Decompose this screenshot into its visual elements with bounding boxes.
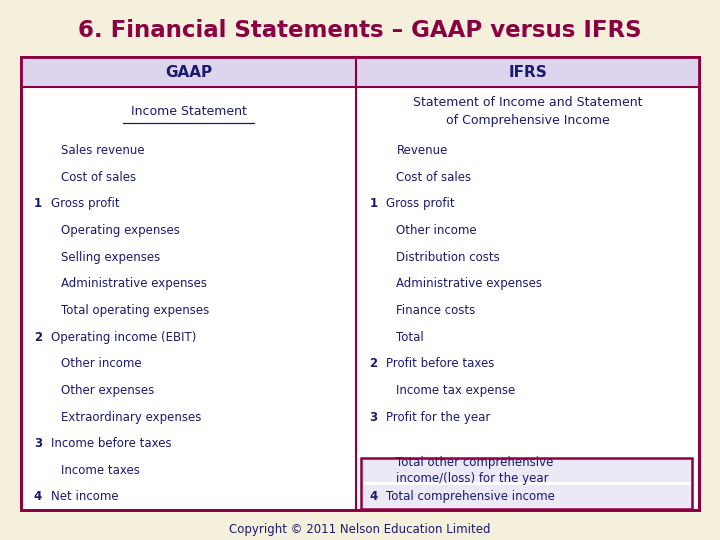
Text: 1: 1 — [369, 197, 377, 210]
Text: Net income: Net income — [50, 490, 118, 503]
Text: Operating expenses: Operating expenses — [60, 224, 179, 237]
Text: Administrative expenses: Administrative expenses — [60, 277, 207, 291]
Bar — [361, 458, 692, 509]
Text: Total other comprehensive
income/(loss) for the year: Total other comprehensive income/(loss) … — [397, 456, 554, 485]
Text: Operating income (EBIT): Operating income (EBIT) — [50, 330, 196, 343]
Text: 3: 3 — [369, 410, 377, 423]
Bar — [21, 57, 699, 510]
Text: Other income: Other income — [60, 357, 141, 370]
Text: Statement of Income and Statement
of Comprehensive Income: Statement of Income and Statement of Com… — [413, 96, 643, 126]
Text: Income tax expense: Income tax expense — [397, 384, 516, 397]
Text: 1: 1 — [34, 197, 42, 210]
Text: Other expenses: Other expenses — [60, 384, 154, 397]
Text: Extraordinary expenses: Extraordinary expenses — [60, 410, 201, 423]
Text: Cost of sales: Cost of sales — [60, 171, 136, 184]
Text: 3: 3 — [34, 437, 42, 450]
Text: Total operating expenses: Total operating expenses — [60, 304, 209, 317]
Text: Revenue: Revenue — [397, 144, 448, 157]
Text: Gross profit: Gross profit — [50, 197, 120, 210]
Text: 4: 4 — [34, 490, 42, 503]
Text: Income Statement: Income Statement — [130, 105, 246, 118]
Bar — [21, 57, 699, 87]
Text: Selling expenses: Selling expenses — [60, 251, 160, 264]
Text: IFRS: IFRS — [508, 65, 547, 79]
Text: Total comprehensive income: Total comprehensive income — [387, 490, 555, 503]
Text: GAAP: GAAP — [165, 65, 212, 79]
Text: Sales revenue: Sales revenue — [60, 144, 144, 157]
Text: 6. Financial Statements – GAAP versus IFRS: 6. Financial Statements – GAAP versus IF… — [78, 19, 642, 42]
Text: 4: 4 — [369, 490, 378, 503]
Text: Income before taxes: Income before taxes — [50, 437, 171, 450]
Text: 2: 2 — [369, 357, 377, 370]
Bar — [361, 485, 692, 509]
Text: Total: Total — [397, 330, 424, 343]
Text: Gross profit: Gross profit — [387, 197, 455, 210]
Bar — [21, 57, 699, 510]
Text: Other income: Other income — [397, 224, 477, 237]
Text: 2: 2 — [34, 330, 42, 343]
Text: Profit for the year: Profit for the year — [387, 410, 491, 423]
Text: Distribution costs: Distribution costs — [397, 251, 500, 264]
Bar — [361, 458, 692, 482]
Text: Copyright © 2011 Nelson Education Limited: Copyright © 2011 Nelson Education Limite… — [229, 523, 491, 536]
Text: Cost of sales: Cost of sales — [397, 171, 472, 184]
Text: Profit before taxes: Profit before taxes — [387, 357, 495, 370]
Text: Finance costs: Finance costs — [397, 304, 476, 317]
Text: Administrative expenses: Administrative expenses — [397, 277, 542, 291]
Text: Income taxes: Income taxes — [60, 464, 140, 477]
